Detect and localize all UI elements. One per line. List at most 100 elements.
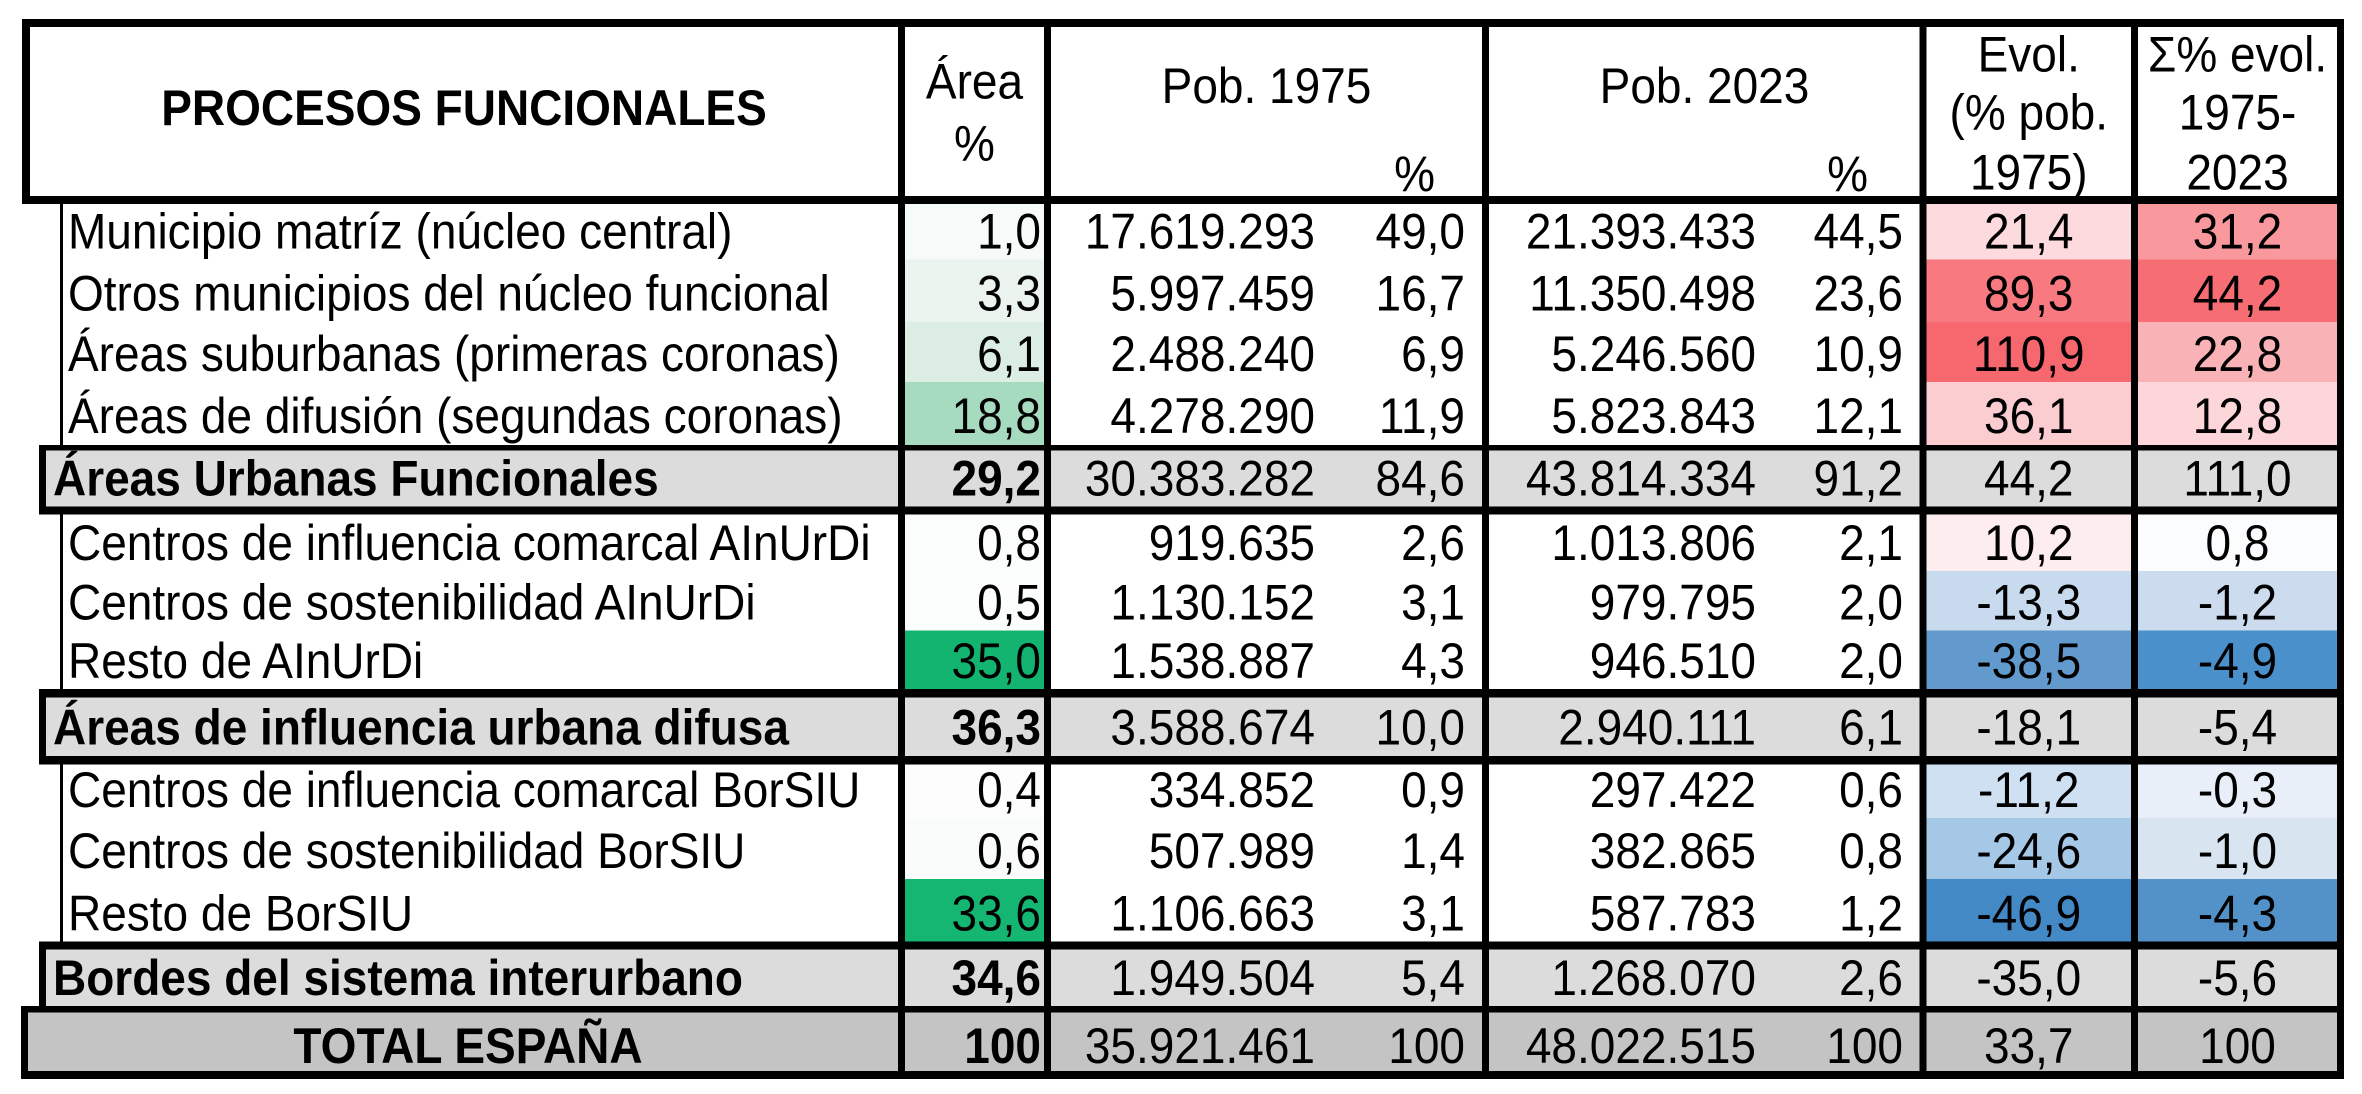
svg-text:Pob. 2023: Pob. 2023 [1600,59,1810,114]
svg-text:2023: 2023 [2186,146,2288,201]
svg-text:18,8: 18,8 [951,389,1041,444]
svg-text:33,7: 33,7 [1984,1019,2074,1074]
svg-text:Área: Área [926,55,1024,110]
svg-text:(% pob.: (% pob. [1950,86,2108,141]
svg-text:1975-: 1975- [2179,86,2297,141]
svg-text:100: 100 [964,1019,1041,1074]
svg-text:0,8: 0,8 [977,516,1041,571]
svg-text:48.022.515: 48.022.515 [1526,1019,1756,1074]
svg-text:-4,9: -4,9 [2198,634,2277,689]
svg-text:11,9: 11,9 [1379,389,1465,444]
svg-text:44,2: 44,2 [2193,267,2283,322]
svg-text:22,8: 22,8 [2193,327,2283,382]
svg-text:-0,3: -0,3 [2198,763,2277,818]
svg-text:21.393.433: 21.393.433 [1526,205,1756,260]
svg-text:17.619.293: 17.619.293 [1085,205,1315,260]
svg-text:%: % [1827,147,1868,202]
svg-text:1,0: 1,0 [977,205,1041,260]
svg-text:43.814.334: 43.814.334 [1526,452,1756,507]
svg-text:Áreas de difusión (segundas co: Áreas de difusión (segundas coronas) [68,389,843,444]
svg-text:91,2: 91,2 [1813,452,1903,507]
svg-text:34,6: 34,6 [951,951,1041,1006]
svg-text:-4,3: -4,3 [2198,887,2277,942]
svg-text:100: 100 [2199,1019,2276,1074]
svg-text:0,8: 0,8 [1839,824,1903,879]
svg-text:-35,0: -35,0 [1976,951,2081,1006]
svg-text:5.246.560: 5.246.560 [1551,327,1756,382]
svg-text:Evol.: Evol. [1978,28,2080,83]
svg-text:1,2: 1,2 [1839,887,1903,942]
svg-text:6,1: 6,1 [1839,701,1903,756]
svg-text:Municipio matríz (núcleo centr: Municipio matríz (núcleo central) [68,205,732,260]
svg-text:2,6: 2,6 [1839,951,1903,1006]
svg-text:2,6: 2,6 [1401,516,1465,571]
svg-text:44,2: 44,2 [1984,452,2074,507]
svg-text:12,8: 12,8 [2193,389,2283,444]
svg-text:PROCESOS FUNCIONALES: PROCESOS FUNCIONALES [161,81,767,136]
svg-text:2,0: 2,0 [1839,634,1903,689]
svg-text:Otros municipios del núcleo fu: Otros municipios del núcleo funcional [68,267,830,322]
svg-text:-11,2: -11,2 [1978,763,2079,818]
svg-text:334.852: 334.852 [1149,763,1315,818]
svg-text:36,3: 36,3 [951,701,1041,756]
svg-text:-5,6: -5,6 [2198,951,2277,1006]
svg-text:6,1: 6,1 [977,327,1041,382]
svg-text:TOTAL ESPAÑA: TOTAL ESPAÑA [293,1017,642,1074]
svg-text:1.538.887: 1.538.887 [1110,634,1315,689]
svg-text:0,9: 0,9 [1401,763,1465,818]
svg-text:1.106.663: 1.106.663 [1110,887,1315,942]
svg-text:110,9: 110,9 [1973,327,2085,382]
svg-text:44,5: 44,5 [1813,205,1903,260]
svg-text:5,4: 5,4 [1401,951,1465,1006]
svg-text:111,0: 111,0 [2183,452,2291,507]
svg-text:-18,1: -18,1 [1976,701,2081,756]
svg-text:31,2: 31,2 [2193,205,2283,260]
svg-text:1.130.152: 1.130.152 [1110,576,1315,631]
svg-text:4.278.290: 4.278.290 [1110,389,1315,444]
svg-text:2,0: 2,0 [1839,576,1903,631]
svg-text:1975): 1975) [1970,146,2088,201]
svg-text:382.865: 382.865 [1590,824,1756,879]
svg-text:29,2: 29,2 [951,452,1041,507]
svg-text:1,4: 1,4 [1401,824,1465,879]
svg-text:Σ% evol.: Σ% evol. [2148,28,2327,83]
svg-text:0,5: 0,5 [977,576,1041,631]
svg-text:Resto de BorSIU: Resto de BorSIU [68,887,413,942]
svg-text:30.383.282: 30.383.282 [1085,452,1315,507]
svg-text:1.949.504: 1.949.504 [1110,951,1315,1006]
svg-text:3,3: 3,3 [977,267,1041,322]
svg-text:Áreas de influencia urbana dif: Áreas de influencia urbana difusa [53,700,789,756]
svg-text:3.588.674: 3.588.674 [1110,701,1315,756]
svg-text:Áreas suburbanas (primeras cor: Áreas suburbanas (primeras coronas) [68,327,840,382]
svg-text:587.783: 587.783 [1590,887,1756,942]
svg-text:-5,4: -5,4 [2198,701,2277,756]
svg-text:6,9: 6,9 [1401,327,1465,382]
svg-text:-46,9: -46,9 [1976,887,2081,942]
svg-text:946.510: 946.510 [1590,634,1756,689]
svg-text:-38,5: -38,5 [1976,634,2081,689]
svg-text:21,4: 21,4 [1984,205,2074,260]
svg-text:10,9: 10,9 [1813,327,1903,382]
svg-text:84,6: 84,6 [1375,452,1465,507]
svg-text:0,8: 0,8 [2206,516,2270,571]
svg-text:-13,3: -13,3 [1976,576,2081,631]
svg-text:0,6: 0,6 [977,824,1041,879]
svg-text:5.823.843: 5.823.843 [1551,389,1756,444]
svg-text:1.013.806: 1.013.806 [1551,516,1756,571]
svg-text:297.422: 297.422 [1590,763,1756,818]
svg-text:35,0: 35,0 [951,634,1041,689]
svg-text:100: 100 [1388,1019,1465,1074]
svg-text:Centros de influencia comarcal: Centros de influencia comarcal BorSIU [68,763,860,818]
svg-text:%: % [1394,147,1435,202]
svg-text:3,1: 3,1 [1401,887,1465,942]
svg-text:10,0: 10,0 [1375,701,1465,756]
svg-text:11.350.498: 11.350.498 [1529,267,1756,322]
svg-text:16,7: 16,7 [1375,267,1465,322]
svg-text:Centros de sostenibilidad BorS: Centros de sostenibilidad BorSIU [68,824,745,879]
svg-text:23,6: 23,6 [1813,267,1903,322]
svg-text:5.997.459: 5.997.459 [1110,267,1315,322]
svg-text:%: % [954,117,995,172]
svg-text:919.635: 919.635 [1149,516,1315,571]
svg-text:49,0: 49,0 [1375,205,1465,260]
svg-text:2.940.111: 2.940.111 [1558,701,1756,756]
